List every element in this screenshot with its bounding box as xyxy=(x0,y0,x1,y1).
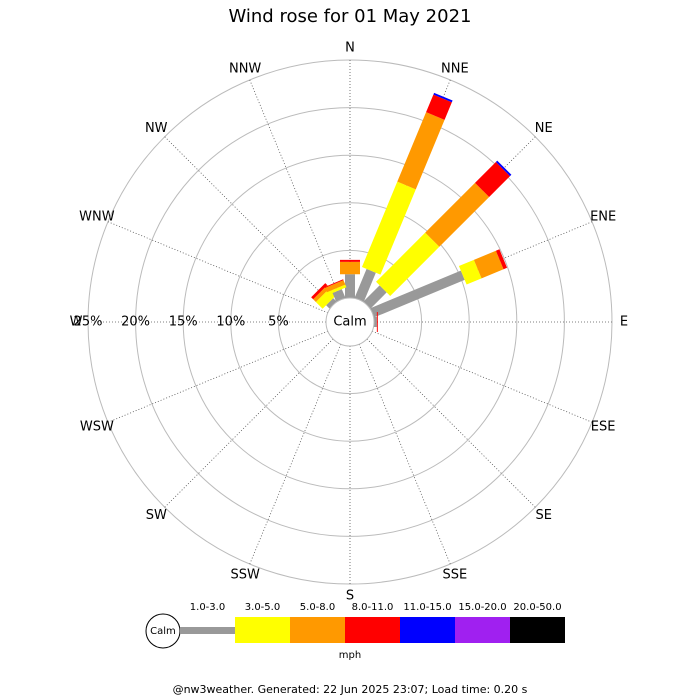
legend-swatch xyxy=(290,617,345,643)
direction-label: WSW xyxy=(80,419,114,434)
legend-swatch xyxy=(345,617,400,643)
direction-label: SSE xyxy=(442,568,467,583)
r-tick-label: 20% xyxy=(121,315,150,330)
legend-label: 5.0-8.0 xyxy=(300,602,335,613)
direction-label: W xyxy=(70,315,83,330)
chart-title: Wind rose for 01 May 2021 xyxy=(229,6,472,27)
direction-label: S xyxy=(346,589,354,604)
bar-segment xyxy=(495,160,512,177)
spoke xyxy=(107,221,328,314)
bar-segment xyxy=(325,280,346,293)
spoke xyxy=(366,338,536,508)
legend-label: 8.0-11.0 xyxy=(352,602,394,613)
direction-label: WNW xyxy=(79,210,115,225)
bar-segment xyxy=(475,161,511,197)
legend-label: 11.0-15.0 xyxy=(403,602,451,613)
legend-label: 20.0-50.0 xyxy=(513,602,561,613)
direction-label: ESE xyxy=(591,419,616,434)
bar-segment xyxy=(326,298,337,309)
bar-segment xyxy=(324,279,344,288)
grid-ring xyxy=(182,154,518,490)
spoke xyxy=(249,344,342,565)
legend-label: 15.0-20.0 xyxy=(458,602,506,613)
bar-segment xyxy=(473,250,504,279)
bar-segment xyxy=(370,270,465,318)
spoke xyxy=(249,79,342,300)
bar-segment xyxy=(376,312,378,332)
direction-label: SW xyxy=(146,508,167,523)
spoke xyxy=(358,344,451,565)
bar-segment xyxy=(340,259,360,262)
bar-segment xyxy=(425,182,490,247)
bar-segment xyxy=(374,317,377,327)
bar-segment xyxy=(495,249,508,270)
bar-segment xyxy=(345,274,355,298)
spoke xyxy=(372,330,593,423)
bar-segment xyxy=(326,284,347,295)
bar-segment xyxy=(332,289,346,302)
legend-swatch xyxy=(510,617,565,643)
spoke xyxy=(107,330,328,423)
legend-swatch xyxy=(400,617,455,643)
r-tick-label: 10% xyxy=(216,315,245,330)
bar-segment xyxy=(361,181,416,275)
direction-label: SSW xyxy=(230,568,260,583)
direction-label: NNW xyxy=(229,61,261,76)
grid-ring xyxy=(277,249,423,395)
legend-swatch xyxy=(235,617,290,643)
legend-swatch xyxy=(455,617,510,643)
direction-label: SE xyxy=(536,508,552,523)
legend-label: 1.0-3.0 xyxy=(190,602,225,613)
r-tick-label: 5% xyxy=(268,315,289,330)
bar-segment xyxy=(458,259,482,285)
bar-segment xyxy=(311,283,328,300)
footer: @nw3weather. Generated: 22 Jun 2025 23:0… xyxy=(173,683,528,696)
grid-ring xyxy=(135,107,565,537)
bar-segment xyxy=(433,92,453,103)
direction-label: NW xyxy=(145,121,168,136)
legend-swatch xyxy=(180,627,235,634)
spoke xyxy=(164,136,334,306)
calm-circle xyxy=(325,297,375,347)
legend-calm-label: Calm xyxy=(150,626,176,637)
legend-label: 3.0-5.0 xyxy=(245,602,280,613)
grid-ring xyxy=(230,202,470,442)
bar-segment xyxy=(340,261,360,275)
bar-segment xyxy=(376,232,440,296)
r-tick-label: 15% xyxy=(169,315,198,330)
direction-label: NE xyxy=(535,121,553,136)
bar-segment xyxy=(426,94,452,120)
calm-label: Calm xyxy=(333,315,366,330)
direction-label: E xyxy=(620,315,628,330)
bar-segment xyxy=(354,268,376,302)
r-tick-label: 25% xyxy=(74,315,103,330)
spoke xyxy=(164,338,334,508)
bar-segment xyxy=(397,112,445,190)
units-label: mph xyxy=(339,650,361,661)
direction-label: ENE xyxy=(590,210,616,225)
direction-label: N xyxy=(345,41,355,56)
direction-label: NNE xyxy=(441,61,469,76)
bar-segment xyxy=(363,285,387,309)
